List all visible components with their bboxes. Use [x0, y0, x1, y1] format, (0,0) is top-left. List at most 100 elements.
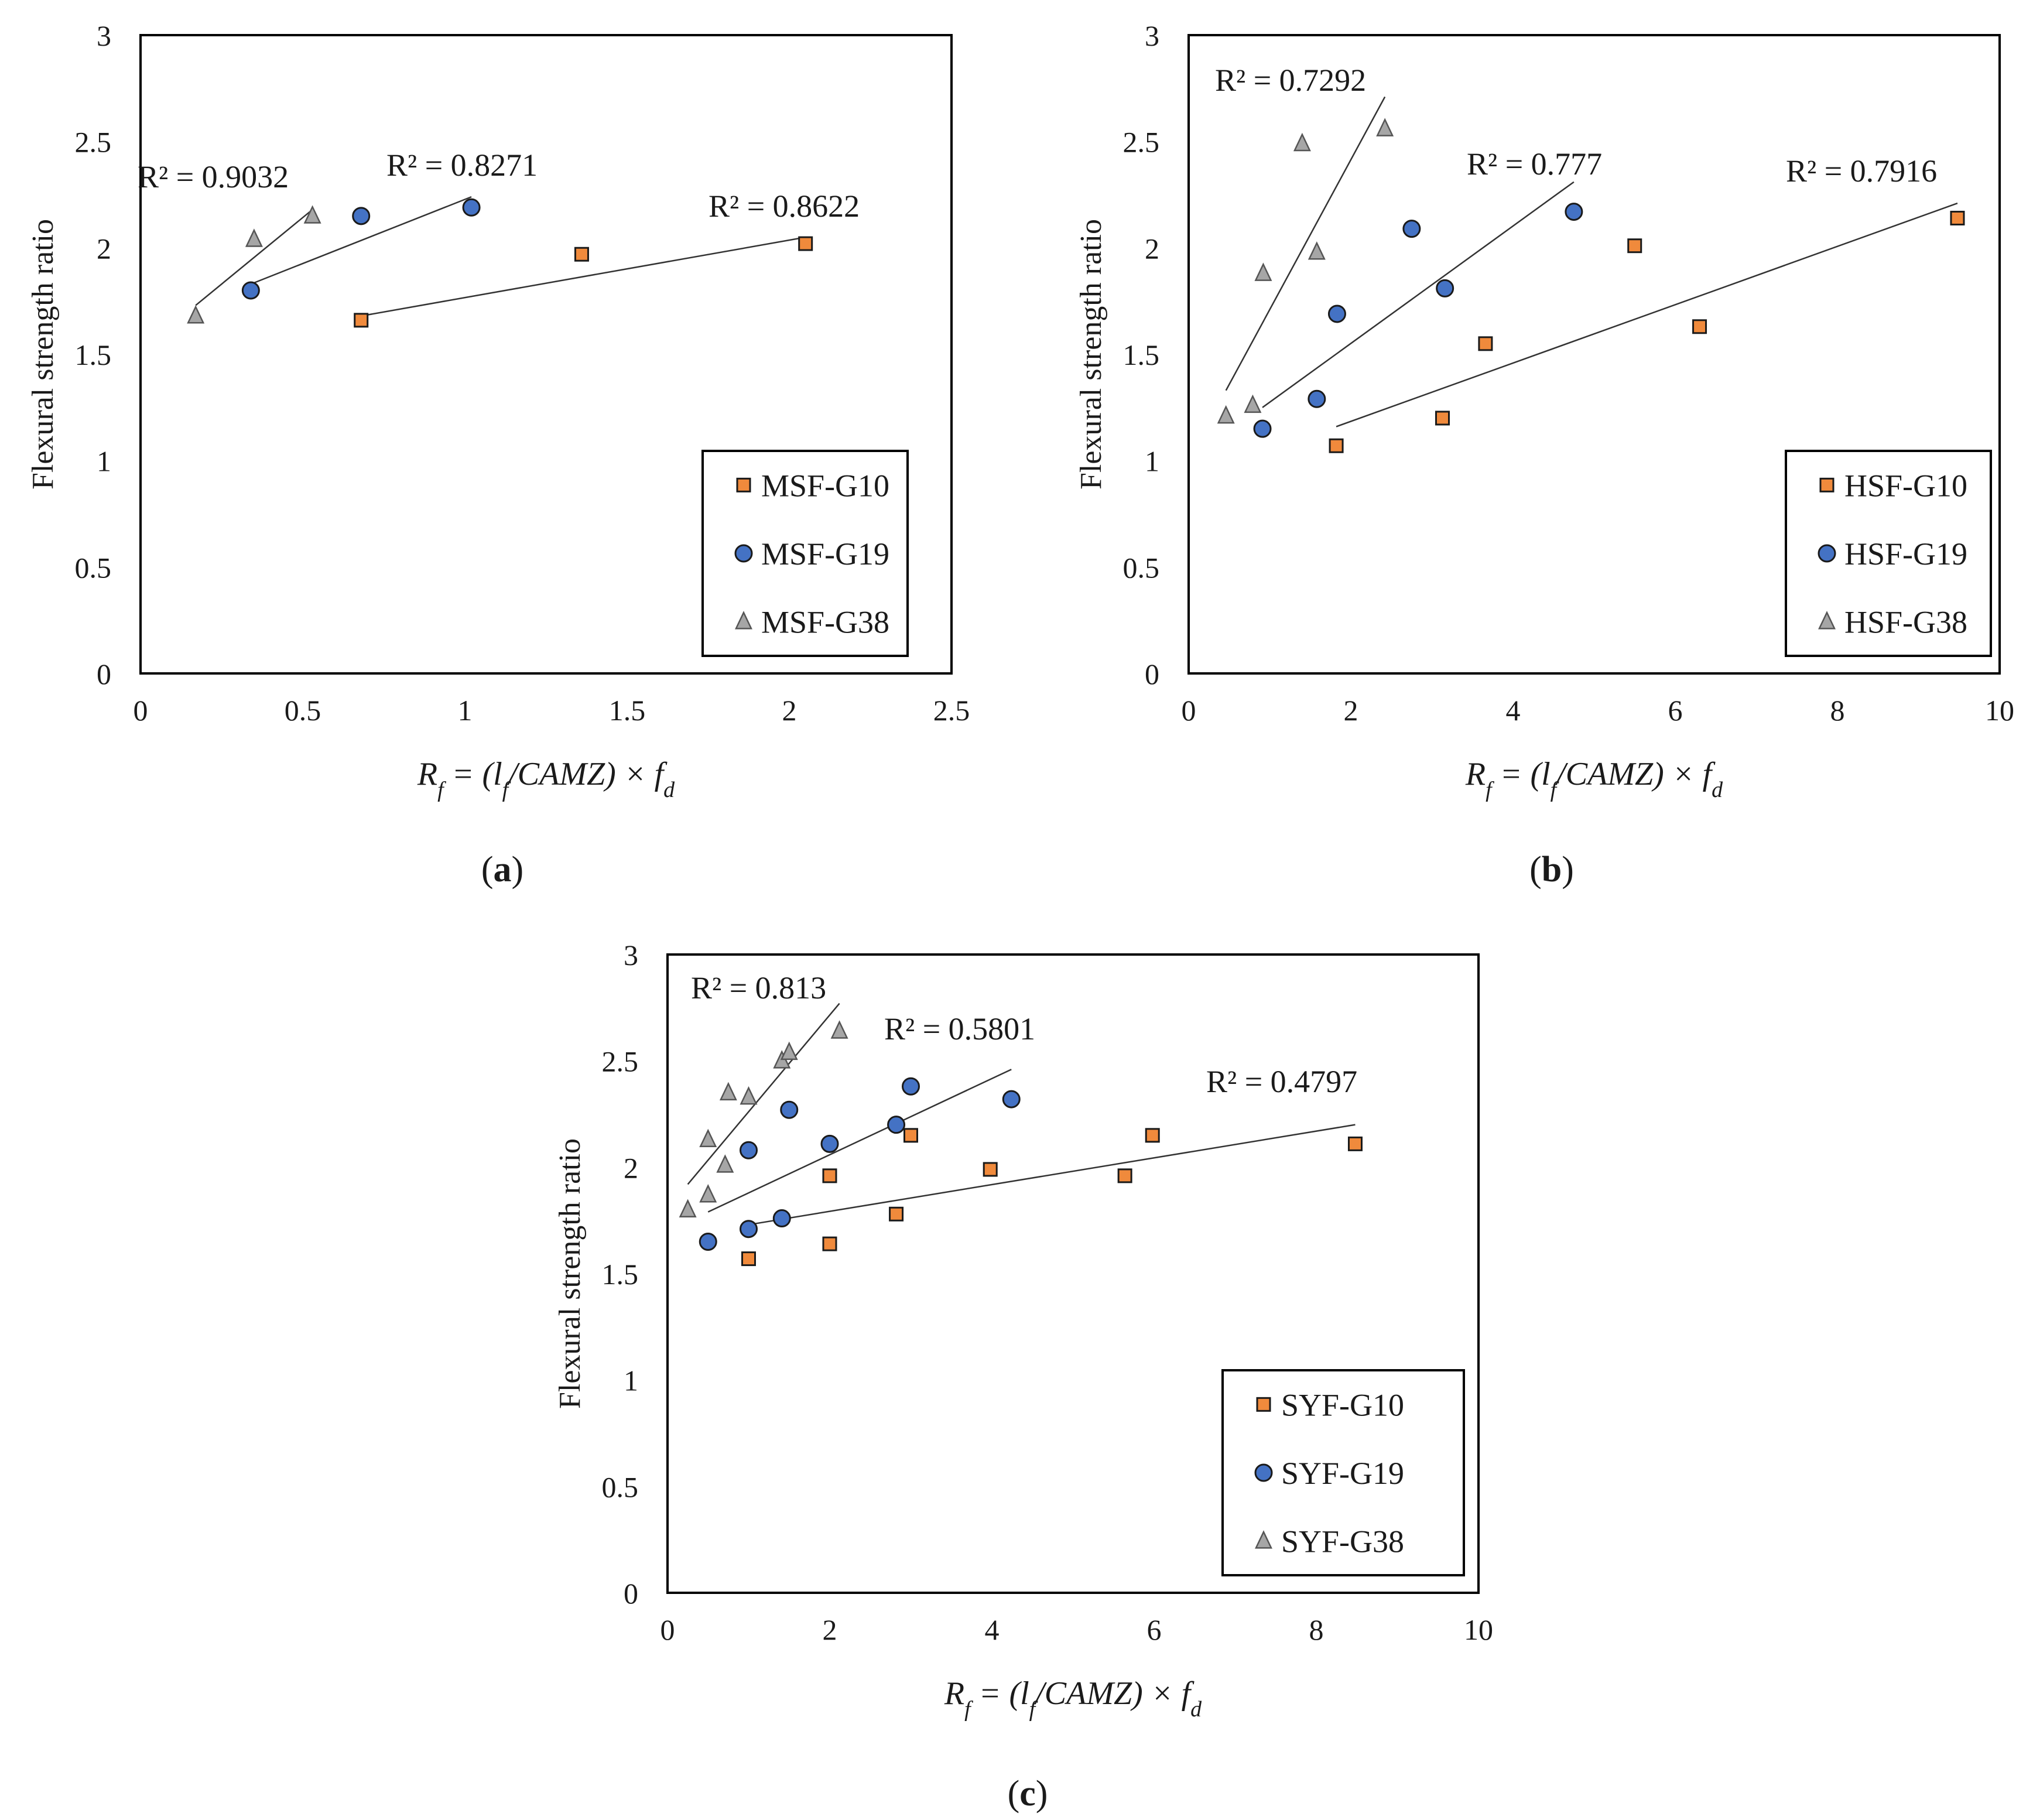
x-tick-label: 1 — [458, 694, 473, 727]
data-point-MSF-G10 — [798, 236, 813, 251]
data-point-SYF-G19 — [780, 1100, 799, 1119]
x-axis-title-part: = (l — [444, 756, 502, 792]
caption-letter: a — [494, 850, 512, 890]
data-point-HSF-G38 — [1244, 394, 1262, 413]
legend-marker-SYF-G38 — [1255, 1530, 1272, 1549]
legend-label-HSF-G10: HSF-G10 — [1844, 468, 1967, 503]
r2-label-SYF-G10: R² = 0.4797 — [1206, 1064, 1357, 1099]
legend-marker-HSF-G19 — [1818, 544, 1836, 563]
caption-paren: ( — [1008, 1774, 1020, 1814]
data-point-HSF-G19 — [1253, 419, 1272, 438]
x-tick-label: 0 — [1182, 694, 1196, 727]
y-tick-label: 3 — [1145, 19, 1159, 52]
x-tick-label: 2.5 — [933, 694, 970, 727]
trendline-SYF-G10 — [748, 1124, 1356, 1226]
x-axis-title: Rf = (lf/CAMZ) × fd — [417, 756, 675, 802]
data-point-MSF-G19 — [462, 198, 481, 217]
legend-label-MSF-G19: MSF-G19 — [761, 536, 889, 572]
data-point-HSF-G10 — [1435, 410, 1450, 426]
chart-panel-b: 0 2 4 6 8 10 0 0.5 1 1.5 2 2.5 3 Flexural strength ra… — [1074, 19, 2014, 890]
data-point-SYF-G10 — [983, 1162, 998, 1177]
x-axis-title: Rf = (lf/CAMZ) × fd — [944, 1675, 1202, 1722]
data-point-SYF-G38 — [699, 1184, 717, 1203]
x-axis-title-part: /CAMZ) × f — [1555, 756, 1716, 792]
y-tick-label: 2 — [624, 1151, 638, 1184]
data-point-SYF-G10 — [903, 1128, 918, 1143]
y-tick-label: 1 — [1145, 445, 1159, 478]
x-axis-title-part: /CAMZ) × f — [1033, 1675, 1195, 1712]
panel-caption: (a) — [481, 850, 523, 890]
trendline-MSF-G19 — [250, 196, 472, 285]
legend-label-HSF-G38: HSF-G38 — [1844, 605, 1967, 640]
series-SYF-G10: R² = 0.4797 — [741, 1064, 1363, 1267]
x-tick-label: 8 — [1309, 1613, 1324, 1646]
data-point-HSF-G10 — [1950, 210, 1965, 225]
data-point-SYF-G38 — [780, 1041, 798, 1060]
legend-label-MSF-G38: MSF-G38 — [761, 605, 889, 640]
r2-label-MSF-G10: R² = 0.8622 — [709, 189, 860, 224]
data-point-SYF-G10 — [889, 1206, 904, 1222]
data-point-HSF-G38 — [1376, 118, 1394, 136]
x-axis-title-part: R — [1465, 756, 1486, 792]
data-point-SYF-G10 — [741, 1251, 756, 1267]
caption-paren: ) — [512, 850, 524, 890]
x-axis-title-part: /CAMZ) × f — [506, 756, 668, 792]
legend-marker-HSF-G38 — [1818, 611, 1836, 630]
caption-paren: ) — [1562, 850, 1574, 890]
data-point-SYF-G38 — [679, 1199, 697, 1217]
y-tick-label: 2.5 — [75, 126, 112, 159]
x-tick-label: 10 — [1464, 1613, 1493, 1646]
y-tick-label: 2.5 — [602, 1045, 639, 1078]
y-tick-label: 2.5 — [1123, 126, 1160, 159]
r2-label-MSF-G38: R² = 0.9032 — [138, 159, 289, 194]
x-tick-label: 2 — [782, 694, 797, 727]
legend-marker-SYF-G19 — [1254, 1463, 1273, 1482]
caption-letter: c — [1019, 1774, 1036, 1814]
y-tick-label: 0 — [624, 1577, 638, 1610]
trendline-SYF-G19 — [707, 1069, 1012, 1213]
trendline-HSF-G19 — [1262, 181, 1575, 408]
y-tick-label: 1 — [97, 445, 111, 478]
r2-label-HSF-G38: R² = 0.7292 — [1215, 63, 1366, 98]
data-point-HSF-G19 — [1402, 220, 1421, 238]
data-point-SYF-G19 — [699, 1233, 717, 1251]
r2-label-SYF-G38: R² = 0.813 — [691, 970, 826, 1005]
y-tick-label: 3 — [624, 939, 638, 971]
data-point-HSF-G10 — [1329, 438, 1344, 453]
y-tick-label: 0.5 — [1123, 551, 1160, 584]
y-tick-label: 1.5 — [75, 338, 112, 371]
data-point-HSF-G10 — [1627, 238, 1642, 254]
y-tick-label: 0.5 — [75, 551, 112, 584]
y-axis-title: Flexural strength ratio — [26, 219, 60, 490]
trendline-MSF-G10 — [361, 236, 806, 317]
legend-marker-HSF-G10 — [1819, 477, 1835, 492]
series-HSF-G38: R² = 0.7292 — [1215, 63, 1394, 424]
data-point-HSF-G19 — [1565, 203, 1583, 221]
x-tick-label: 0 — [134, 694, 148, 727]
legend-label-HSF-G19: HSF-G19 — [1844, 536, 1967, 572]
data-point-SYF-G10 — [1117, 1168, 1132, 1183]
x-axis-title-part: d — [1712, 778, 1723, 802]
trendline-HSF-G38 — [1225, 96, 1386, 391]
x-axis-title-part: = (l — [1492, 756, 1551, 792]
y-tick-label: 0 — [1145, 658, 1159, 690]
legend-label-SYF-G19: SYF-G19 — [1281, 1456, 1404, 1491]
panel-caption: (b) — [1529, 850, 1574, 890]
data-point-SYF-G19 — [902, 1077, 920, 1096]
trendline-MSF-G38 — [195, 208, 313, 306]
series-HSF-G19: R² = 0.777 — [1253, 146, 1602, 438]
data-point-SYF-G10 — [1145, 1128, 1160, 1143]
data-point-MSF-G38 — [187, 305, 205, 324]
r2-label-SYF-G19: R² = 0.5801 — [884, 1011, 1035, 1046]
legend-label-MSF-G10: MSF-G10 — [761, 468, 889, 503]
data-point-MSF-G10 — [574, 247, 589, 262]
series-MSF-G10: R² = 0.8622 — [354, 189, 860, 328]
data-point-HSF-G19 — [1308, 389, 1326, 408]
plot-area-frame — [666, 953, 1480, 1594]
caption-paren: ( — [1529, 850, 1542, 890]
x-tick-label: 0.5 — [285, 694, 321, 727]
data-point-SYF-G38 — [699, 1128, 717, 1148]
x-tick-label: 2 — [1344, 694, 1358, 727]
legend-marker-MSF-G19 — [734, 544, 753, 563]
r2-label-HSF-G10: R² = 0.7916 — [1786, 153, 1937, 189]
